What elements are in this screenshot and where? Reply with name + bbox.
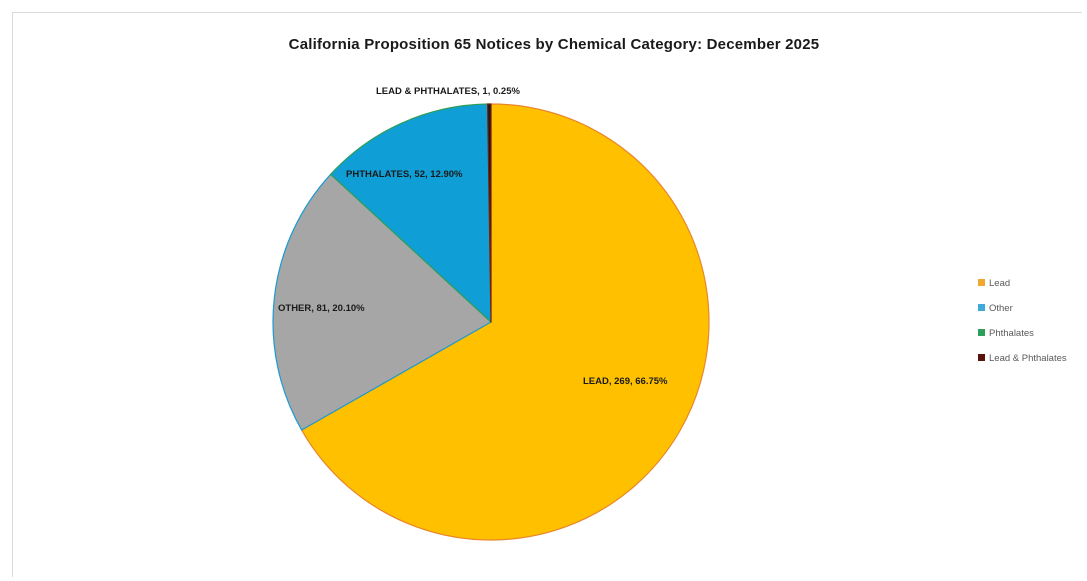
slice-lead-phthalates — [487, 103, 492, 323]
legend-label-phthalates: Phthalates — [989, 328, 1034, 339]
legend-swatch-lead-phthalates — [978, 354, 985, 361]
legend-swatch-lead — [978, 279, 985, 286]
data-label-lead: LEAD, 269, 66.75% — [583, 376, 668, 387]
data-labels: LEAD, 269, 66.75% OTHER, 81, 20.10% PHTHAL… — [278, 86, 668, 387]
data-label-phthalates: PHTHALATES, 52, 12.90% — [346, 169, 463, 180]
legend: Lead Other Phthalates Lead & Phthalates — [978, 278, 1067, 364]
legend-swatch-phthalates — [978, 329, 985, 336]
chart-area — [12, 12, 1082, 577]
legend-label-lead-phthalates: Lead & Phthalates — [989, 353, 1067, 364]
data-label-lead-phthalates: LEAD & PHTHALATES, 1, 0.25% — [376, 86, 520, 97]
pie-slices — [272, 103, 710, 541]
slice-other — [272, 173, 492, 431]
legend-label-lead: Lead — [989, 278, 1010, 289]
slice-lead — [301, 103, 710, 541]
data-label-other: OTHER, 81, 20.10% — [278, 303, 365, 314]
chart-title: California Proposition 65 Notices by Che… — [289, 36, 820, 53]
legend-label-other: Other — [989, 303, 1013, 314]
legend-swatch-other — [978, 304, 985, 311]
slice-phthalates — [330, 103, 492, 323]
